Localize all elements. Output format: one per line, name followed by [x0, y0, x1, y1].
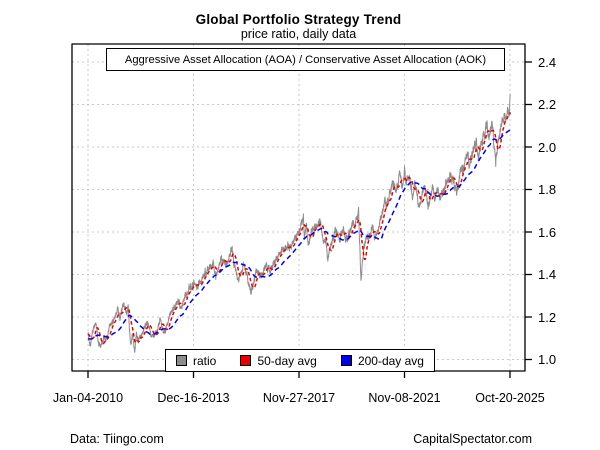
y-axis-tick-label: 1.8 [538, 182, 557, 197]
y-axis-tick-label: 2.2 [538, 97, 557, 112]
legend-item-200day: 200-day avg [340, 353, 424, 368]
legend-label-200day: 200-day avg [357, 353, 424, 368]
legend-label-50day: 50-day avg [257, 353, 317, 368]
data-source-credit: Data: Tiingo.com [70, 432, 164, 446]
site-credit: CapitalSpectator.com [413, 432, 532, 446]
legend-item-ratio: ratio [176, 354, 216, 368]
x-axis-tick-label: Dec-16-2013 [157, 391, 230, 405]
x-axis-tick-label: Nov-27-2017 [262, 391, 336, 405]
50day-swatch [240, 355, 252, 366]
series-label-box: Aggressive Asset Allocation (AOA) / Cons… [106, 48, 505, 71]
chart-title: Global Portfolio Strategy Trend [195, 12, 402, 27]
x-axis-tick-label: Oct-20-2025 [475, 391, 545, 405]
series-label: Aggressive Asset Allocation (AOA) / Cons… [124, 53, 487, 66]
x-axis-tick-label: Jan-04-2010 [52, 391, 124, 405]
y-axis-tick-label: 2.0 [538, 139, 557, 155]
ratio-swatch [176, 355, 187, 366]
legend-label-ratio: ratio [193, 353, 217, 368]
200day-swatch [340, 355, 352, 366]
y-axis-tick-label: 1.6 [538, 224, 557, 240]
legend-box: ratio 50-day avg 200-day avg [165, 349, 435, 372]
y-axis-tick-label: 1.4 [538, 267, 557, 282]
y-axis-tick-label: 1.2 [538, 309, 557, 325]
legend-item-50day: 50-day avg [240, 353, 317, 368]
chart-subtitle: price ratio, daily data [240, 27, 357, 41]
x-axis-tick-label: Nov-08-2021 [368, 391, 441, 405]
y-axis-tick-label: 1.0 [538, 352, 557, 367]
y-axis-tick-label: 2.4 [538, 54, 557, 70]
